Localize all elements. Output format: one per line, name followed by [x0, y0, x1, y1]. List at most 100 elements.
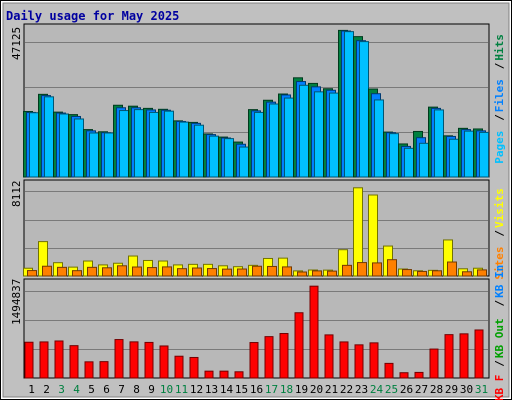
bar-pages-day-29: Pages 29: 12100: [449, 138, 459, 178]
bar-pages-day-13: Pages 13: 13100: [209, 135, 219, 178]
bar-pages-day-30: Pages 30: 14700: [464, 130, 474, 178]
x-tick-label: 18: [280, 383, 293, 396]
bar-pages-day-3: Pages 3: 20200: [59, 113, 69, 178]
bar-pages-day-7: Pages 7: 21300: [119, 110, 129, 178]
bar-kb-f-day-18: KB F 18: 715000: [279, 333, 289, 379]
bar-sites-day-21: Sites 21: 440: [327, 270, 337, 277]
bar-kb-f-day-8: KB F 8: 581000: [129, 341, 139, 379]
bar-sites-day-22: Sites 22: 960: [342, 264, 352, 277]
x-tick-label: 4: [73, 383, 80, 396]
bar-kb-f-day-14: KB F 14: 110000: [219, 370, 229, 379]
bar-sites-day-14: Sites 14: 620: [222, 268, 232, 277]
bar-kb-f-day-6: KB F 6: 263000: [99, 361, 109, 379]
bar-sites-day-29: Sites 29: 1260: [447, 261, 457, 277]
legend-separator: /: [493, 360, 506, 367]
gridlines-visits: [25, 191, 488, 249]
bar-kb-f-day-12: KB F 12: 330000: [189, 356, 199, 379]
bar-kb-f-day-20: KB F 20: 1476000: [309, 285, 319, 379]
bar-sites-day-27: Sites 27: 410: [417, 270, 427, 277]
bar-sites-day-17: Sites 17: 860: [267, 265, 277, 277]
legend-visits: Sites / Visits: [493, 188, 506, 279]
x-tick-label: 9: [148, 383, 155, 396]
legend-sites: Sites: [493, 246, 506, 279]
bar-sites-day-7: Sites 7: 920: [117, 265, 127, 277]
legend-kb-f: KB F: [493, 375, 506, 400]
x-tick-label: 19: [295, 383, 308, 396]
x-tick-label: 31: [475, 383, 488, 396]
panel-visits-sites: Visits 1: 700Sites 1: 490Visits 2: 3100S…: [10, 179, 506, 280]
x-tick-label: 2: [43, 383, 50, 396]
x-tick-label: 15: [235, 383, 248, 396]
bar-sites-day-23: Sites 23: 1210: [357, 262, 367, 277]
x-tick-label: 6: [103, 383, 110, 396]
x-tick-label: 27: [415, 383, 428, 396]
x-tick-label: 1: [28, 383, 35, 396]
bar-sites-day-19: Sites 19: 360: [297, 271, 307, 277]
bar-pages-day-4: Pages 4: 18600: [74, 118, 84, 178]
bar-kb-f-day-21: KB F 21: 693000: [324, 334, 334, 379]
bar-pages-day-12: Pages 12: 16600: [194, 124, 204, 178]
y-max-label-kbf: 1494837: [10, 279, 23, 325]
y-max-label-visits: 8112: [10, 181, 23, 208]
bar-sites-day-15: Sites 15: 630: [237, 268, 247, 277]
legend-kbf: KB F / KB Out / KB In: [493, 265, 506, 400]
y-max-label-hits: 47125: [10, 27, 23, 60]
x-tick-label: 29: [445, 383, 458, 396]
bar-pages-day-6: Pages 6: 14100: [104, 132, 114, 178]
x-tick-label: 3: [58, 383, 65, 396]
x-tick-label: 14: [220, 383, 234, 396]
bar-sites-day-4: Sites 4: 480: [72, 270, 82, 277]
x-tick-label: 24: [370, 383, 384, 396]
chart-title: Daily usage for May 2025: [6, 9, 179, 23]
bar-kb-f-day-13: KB F 13: 110000: [204, 370, 214, 379]
bar-pages-day-16: Pages 16: 20700: [254, 111, 264, 178]
bar-kb-f-day-30: KB F 30: 710000: [459, 333, 469, 379]
bar-sites-day-31: Sites 31: 550: [477, 269, 487, 277]
legend-separator: /: [493, 62, 506, 69]
x-tick-label: 21: [325, 383, 338, 396]
x-tick-label: 10: [160, 383, 173, 396]
bar-sites-day-30: Sites 30: 380: [462, 271, 472, 277]
bar-pages-day-14: Pages 14: 12300: [224, 138, 234, 178]
bar-sites-day-18: Sites 18: 820: [282, 266, 292, 277]
bar-pages-day-20: Pages 20: 27300: [314, 91, 324, 178]
bar-sites-day-11: Sites 11: 660: [177, 268, 187, 277]
bar-pages-day-23: Pages 23: 43400: [359, 41, 369, 178]
bar-kb-f-day-19: KB F 19: 1049000: [294, 312, 304, 379]
x-tick-label: 25: [385, 383, 398, 396]
legend-pages: Pages: [493, 131, 506, 164]
bar-sites-day-1: Sites 1: 490: [27, 270, 37, 277]
x-axis-day-labels: 1 2 3 4 5 6 7 8 9 10 11 12 13 14 15 16 17 18 19 20 21 22 23 24 2…: [28, 383, 488, 396]
bar-pages-day-8: Pages 8: 21600: [134, 109, 144, 178]
legend-separator: /: [493, 230, 506, 237]
bar-sites-day-20: Sites 20: 460: [312, 270, 322, 277]
bar-sites-day-26: Sites 26: 580: [402, 269, 412, 277]
bar-sites-day-6: Sites 6: 740: [102, 267, 112, 277]
x-tick-label: 13: [205, 383, 218, 396]
bar-sites-day-5: Sites 5: 780: [87, 266, 97, 277]
bar-kb-f-day-11: KB F 11: 350000: [174, 355, 184, 379]
bar-sites-day-2: Sites 2: 880: [42, 265, 52, 277]
bar-pages-day-27: Pages 27: 10800: [419, 142, 429, 178]
bar-sites-day-25: Sites 25: 1470: [387, 259, 397, 277]
bar-kb-f-day-26: KB F 26: 85000: [399, 372, 409, 379]
legend-kb-in: KB In: [493, 265, 506, 298]
legend-kb-out: KB Out: [493, 318, 506, 358]
bar-kb-f-day-27: KB F 27: 90000: [414, 371, 424, 379]
bar-kb-f-day-15: KB F 15: 100000: [234, 371, 244, 379]
bar-kb-f-day-10: KB F 10: 515000: [159, 345, 169, 379]
bar-pages-day-1: Pages 1: 20600: [29, 112, 39, 178]
x-tick-label: 26: [400, 383, 413, 396]
legend-hits: Hits: [493, 34, 506, 61]
bar-kb-f-day-16: KB F 16: 570000: [249, 342, 259, 379]
x-tick-label: 23: [355, 383, 368, 396]
bar-kb-f-day-25: KB F 25: 235000: [384, 362, 394, 379]
x-tick-label: 7: [118, 383, 125, 396]
x-tick-label: 5: [88, 383, 95, 396]
x-tick-label: 8: [133, 383, 140, 396]
bar-pages-day-24: Pages 24: 24700: [374, 99, 384, 178]
bar-sites-day-10: Sites 10: 820: [162, 266, 172, 277]
x-tick-label: 16: [250, 383, 263, 396]
bar-kb-f-day-5: KB F 5: 260000: [84, 361, 94, 379]
